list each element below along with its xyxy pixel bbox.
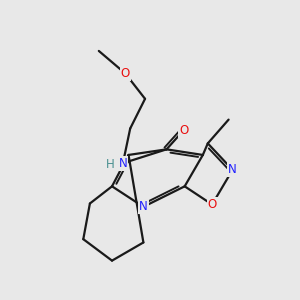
Text: N: N (228, 163, 237, 176)
Text: O: O (179, 124, 188, 137)
Text: O: O (121, 67, 130, 80)
Text: H: H (106, 158, 115, 171)
Text: N: N (139, 200, 148, 213)
Text: O: O (208, 198, 217, 211)
Text: N: N (118, 157, 127, 170)
